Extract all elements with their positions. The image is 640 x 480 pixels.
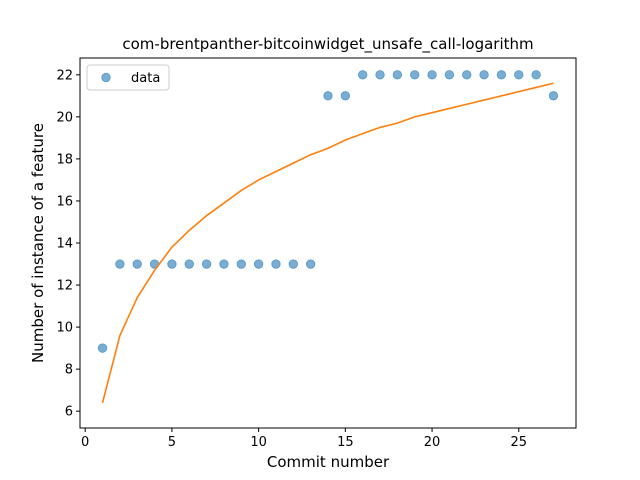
data-point-27 bbox=[548, 91, 559, 101]
data-point-6 bbox=[184, 259, 194, 269]
y-tick-label-4: 14 bbox=[56, 237, 73, 252]
data-point-15 bbox=[340, 91, 351, 101]
data-point-19 bbox=[410, 70, 420, 80]
data-point-12 bbox=[288, 259, 299, 269]
x-tick-label-3: 15 bbox=[337, 435, 354, 450]
data-point-23 bbox=[479, 70, 489, 80]
y-tick-label-3: 12 bbox=[56, 279, 73, 294]
legend-marker bbox=[101, 72, 111, 83]
axes-frame bbox=[79, 57, 577, 429]
data-point-11 bbox=[271, 259, 281, 269]
y-tick-label-2: 10 bbox=[56, 321, 73, 336]
fit-line bbox=[101, 82, 554, 403]
y-tick-label-6: 18 bbox=[56, 152, 73, 167]
data-point-8 bbox=[219, 259, 229, 269]
data-point-1 bbox=[97, 343, 108, 353]
data-point-25 bbox=[514, 70, 524, 80]
data-point-17 bbox=[375, 70, 385, 80]
plot-area: 0 5 10 15 20 25 6 8 10 12 14 16 18 20 22 bbox=[56, 57, 577, 450]
x-tick-label-1: 5 bbox=[168, 435, 176, 450]
legend-label: data bbox=[131, 71, 160, 86]
data-point-26 bbox=[531, 70, 541, 80]
x-axis-label: Commit number bbox=[267, 453, 390, 471]
y-tick-label-5: 16 bbox=[56, 194, 73, 209]
y-axis-label: Number of instance of a feature bbox=[29, 123, 47, 363]
x-tick-label-2: 10 bbox=[250, 435, 267, 450]
chart-title: com-brentpanther-bitcoinwidget_unsafe_ca… bbox=[122, 35, 533, 54]
data-point-22 bbox=[462, 70, 472, 80]
x-tick-label-5: 25 bbox=[510, 435, 527, 450]
legend-box bbox=[86, 64, 170, 91]
y-tick-label-7: 20 bbox=[56, 110, 73, 125]
data-point-24 bbox=[496, 70, 507, 80]
x-tick-label-0: 0 bbox=[81, 435, 89, 450]
legend: data bbox=[86, 64, 170, 91]
data-point-5 bbox=[167, 259, 177, 269]
y-tick-label-0: 6 bbox=[65, 405, 73, 420]
data-point-18 bbox=[392, 70, 403, 80]
x-tick-label-4: 20 bbox=[424, 435, 441, 450]
data-point-3 bbox=[132, 259, 142, 269]
data-point-21 bbox=[444, 70, 455, 80]
data-point-14 bbox=[323, 91, 333, 101]
data-point-9 bbox=[236, 259, 246, 269]
data-point-16 bbox=[357, 70, 368, 80]
data-point-13 bbox=[305, 259, 316, 269]
data-point-2 bbox=[115, 259, 125, 269]
data-point-20 bbox=[427, 70, 437, 80]
data-point-7 bbox=[201, 259, 212, 269]
y-tick-label-1: 8 bbox=[65, 363, 73, 378]
y-tick-label-8: 22 bbox=[56, 68, 73, 83]
data-point-10 bbox=[253, 259, 264, 269]
